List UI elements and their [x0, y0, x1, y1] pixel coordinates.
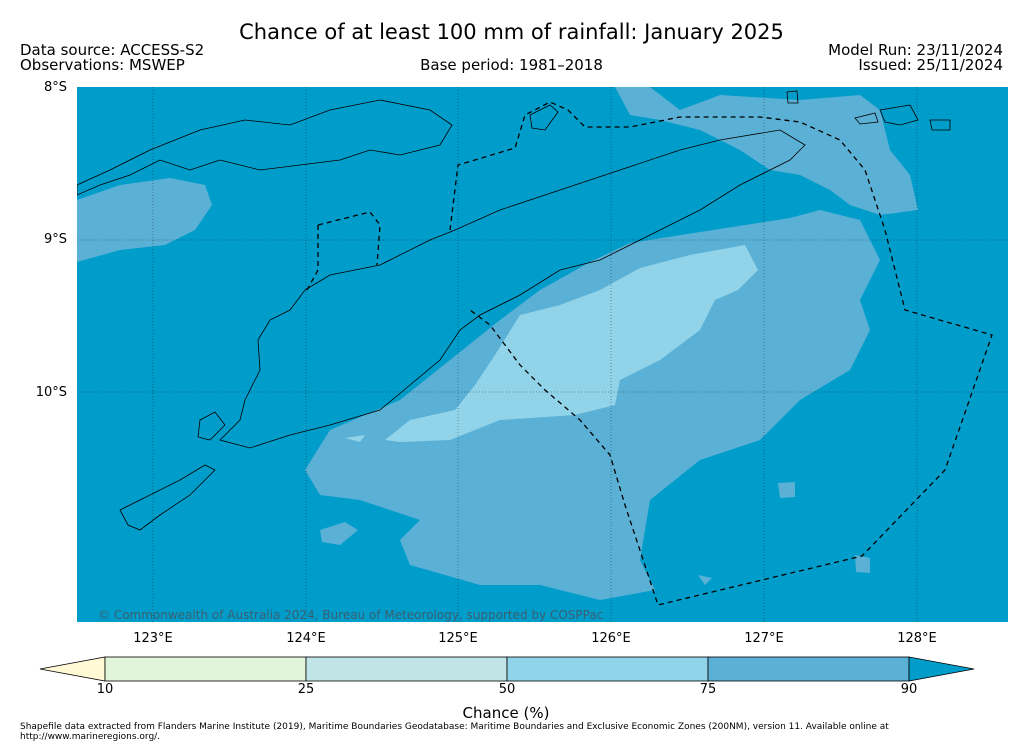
- copyright-notice: © Commonwealth of Australia 2024, Bureau…: [98, 608, 604, 622]
- colorbar: [39, 656, 975, 682]
- lat-label-8s: 8°S: [43, 80, 67, 95]
- island-coastline: [197, 411, 226, 441]
- colorbar-tick-75: 75: [699, 682, 717, 697]
- north-islands-coastline: [77, 99, 453, 196]
- graticule: [77, 87, 1008, 622]
- data-source-label: Data source: ACCESS-S2: [20, 41, 205, 59]
- map-title: Chance of at least 100 mm of rainfall: J…: [239, 20, 784, 44]
- lat-label-9s: 9°S: [43, 232, 67, 247]
- contour-75-90-north: [615, 87, 918, 215]
- island-coastline: [119, 464, 216, 531]
- colorbar-title: Chance (%): [462, 704, 550, 722]
- timor-coastline: [219, 129, 806, 449]
- contour-75-90-west: [77, 178, 212, 262]
- lon-label-128e: 128°E: [897, 631, 937, 646]
- contour-75-90-patch: [320, 522, 358, 545]
- maritime-boundary-dashed: [306, 211, 381, 291]
- island-coastline: [786, 90, 799, 104]
- colorbar-tick-90: 90: [900, 682, 918, 697]
- lon-label-126e: 126°E: [591, 631, 631, 646]
- colorbar-tick-25: 25: [297, 682, 315, 697]
- lon-label-125e: 125°E: [438, 631, 478, 646]
- observations-label: Observations: MSWEP: [20, 56, 185, 74]
- colorbar-75-90: [707, 656, 910, 682]
- issued-label: Issued: 25/11/2024: [858, 56, 1003, 74]
- colorbar-tick-10: 10: [96, 682, 114, 697]
- colorbar-tick-50: 50: [498, 682, 516, 697]
- contour-75-90-patch: [698, 575, 712, 585]
- lon-label-124e: 124°E: [286, 631, 326, 646]
- lat-label-10s: 10°S: [35, 385, 67, 400]
- base-period-label: Base period: 1981–2018: [420, 56, 603, 74]
- island-coastline: [929, 119, 951, 131]
- contour-50-75-patch: [345, 435, 365, 442]
- contour-75-90-patch: [778, 482, 795, 498]
- lon-label-123e: 123°E: [133, 631, 173, 646]
- colorbar-25-50: [305, 656, 508, 682]
- island-coastline: [529, 104, 559, 131]
- rainfall-map: [77, 87, 1008, 622]
- island-coastline: [854, 112, 879, 125]
- contour-50-75: [385, 245, 758, 442]
- footer-note: Shapefile data extracted from Flanders M…: [20, 722, 889, 742]
- maritime-boundary-dashed: [449, 101, 993, 606]
- model-run-label: Model Run: 23/11/2024: [828, 41, 1003, 59]
- colorbar-10-25: [104, 656, 307, 682]
- contour-75-90-patch: [855, 555, 870, 573]
- colorbar-above-90: [908, 656, 975, 682]
- colorbar-below-10: [39, 656, 106, 682]
- colorbar-50-75: [506, 656, 709, 682]
- island-coastline: [879, 104, 919, 126]
- lon-label-127e: 127°E: [744, 631, 784, 646]
